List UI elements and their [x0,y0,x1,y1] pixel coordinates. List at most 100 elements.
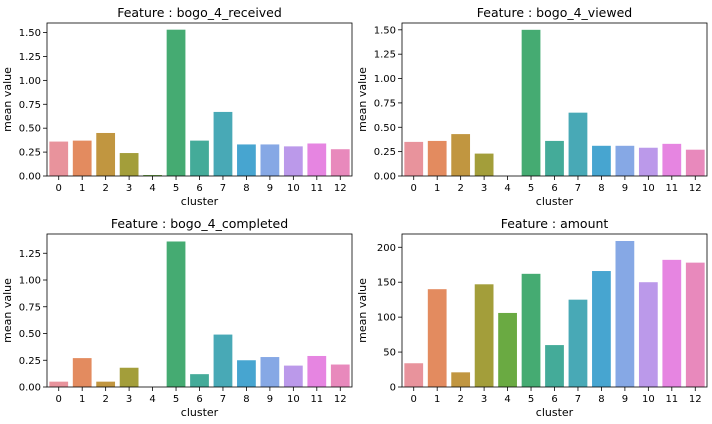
y-tick-label: 0.25 [19,148,41,159]
x-tick-label: 0 [411,183,417,194]
y-tick-label: 0.25 [374,147,396,158]
x-tick-label: 3 [481,394,487,405]
bar-cluster-11 [662,259,682,387]
y-tick-label: 100 [377,313,396,324]
y-axis-label: mean value [356,67,369,132]
x-tick-label: 7 [575,183,581,194]
y-tick-label: 0.50 [19,329,41,340]
x-tick-label: 12 [689,183,702,194]
x-tick-label: 9 [622,183,628,194]
x-tick-label: 5 [528,394,534,405]
x-tick-label: 1 [434,183,440,194]
bar-cluster-12 [685,262,705,387]
bar-cluster-8 [237,360,256,387]
plot-frame [401,233,708,388]
bar-cluster-6 [545,345,564,387]
y-axis-label: mean value [1,67,14,132]
y-tick-label: 1.00 [19,276,41,287]
y-tick-label: 1.00 [374,74,396,85]
x-tick-label: 1 [79,394,85,405]
bar-cluster-1 [427,289,447,387]
bar-cluster-5 [521,273,541,387]
x-tick-label: 5 [173,394,179,405]
x-tick-label: 2 [102,183,108,194]
bar-cluster-8 [592,271,611,387]
bar-cluster-8 [237,144,256,176]
x-tick-label: 8 [598,183,604,194]
y-tick-label: 0 [390,383,396,394]
x-tick-label: 3 [126,394,132,405]
bar-cluster-9 [260,357,280,387]
y-tick-label: 0.50 [19,124,41,135]
y-tick-label: 1.50 [19,28,41,39]
plot-frame [46,233,353,388]
x-tick-label: 9 [267,183,273,194]
x-tick-label: 10 [642,183,655,194]
chart-title: Feature : amount [501,216,609,231]
y-tick-label: 1.25 [19,249,41,260]
chart-title: Feature : bogo_4_viewed [477,5,632,20]
chart-panel-bogo-4-viewed: Feature : bogo_4_viewed cluster mean val… [356,5,708,208]
bar-cluster-8 [592,145,611,176]
x-tick-label: 7 [220,394,226,405]
x-tick-label: 11 [310,394,323,405]
bar-cluster-5 [166,29,186,176]
x-tick-label: 1 [434,394,440,405]
x-tick-label: 6 [551,394,557,405]
bar-cluster-9 [615,145,635,176]
bar-cluster-7 [568,299,588,387]
bar-cluster-0 [49,141,69,176]
bar-cluster-11 [307,355,327,387]
bar-cluster-11 [307,143,327,176]
x-tick-label: 8 [598,394,604,405]
x-tick-label: 6 [196,183,202,194]
x-tick-label: 8 [243,394,249,405]
x-tick-label: 2 [457,183,463,194]
x-tick-label: 6 [196,394,202,405]
plot-frame [401,22,708,177]
x-tick-label: 2 [102,394,108,405]
bar-cluster-5 [521,29,541,176]
bar-cluster-1 [72,358,92,387]
x-tick-label: 4 [504,394,510,405]
y-tick-label: 0.00 [19,172,41,183]
y-tick-label: 150 [377,278,396,289]
bar-cluster-7 [213,111,233,176]
chart-panel-amount: Feature : amount cluster mean value 0501… [356,216,708,419]
bar-cluster-10 [283,365,303,387]
y-tick-label: 1.50 [374,25,396,36]
bar-cluster-0 [49,381,69,387]
y-tick-label: 50 [383,348,396,359]
y-tick-label: 0.75 [19,100,41,111]
x-tick-label: 0 [56,183,62,194]
chart-panel-bogo-4-received: Feature : bogo_4_received cluster mean v… [1,5,353,208]
bar-cluster-10 [638,147,658,176]
x-tick-label: 12 [334,394,347,405]
y-tick-label: 0.75 [19,302,41,313]
bar-cluster-6 [190,140,209,176]
x-tick-label: 11 [310,183,323,194]
x-tick-label: 7 [575,394,581,405]
bar-cluster-10 [283,146,303,176]
y-tick-label: 200 [377,243,396,254]
y-tick-label: 0.75 [374,98,396,109]
bar-cluster-10 [638,282,658,387]
bar-cluster-0 [404,141,424,176]
bar-cluster-11 [662,143,682,176]
x-tick-label: 0 [411,394,417,405]
plot-frame [46,22,353,177]
bar-cluster-2 [451,134,471,176]
y-tick-label: 1.25 [19,52,41,63]
x-tick-label: 3 [481,183,487,194]
x-tick-label: 9 [267,394,273,405]
x-axis-label: cluster [181,195,219,208]
x-tick-label: 2 [457,394,463,405]
x-tick-label: 4 [504,183,510,194]
y-tick-label: 0.00 [19,383,41,394]
x-tick-label: 7 [220,183,226,194]
x-tick-label: 4 [149,183,155,194]
bar-cluster-1 [72,140,92,176]
bar-cluster-3 [119,153,139,176]
bar-cluster-12 [330,364,350,387]
